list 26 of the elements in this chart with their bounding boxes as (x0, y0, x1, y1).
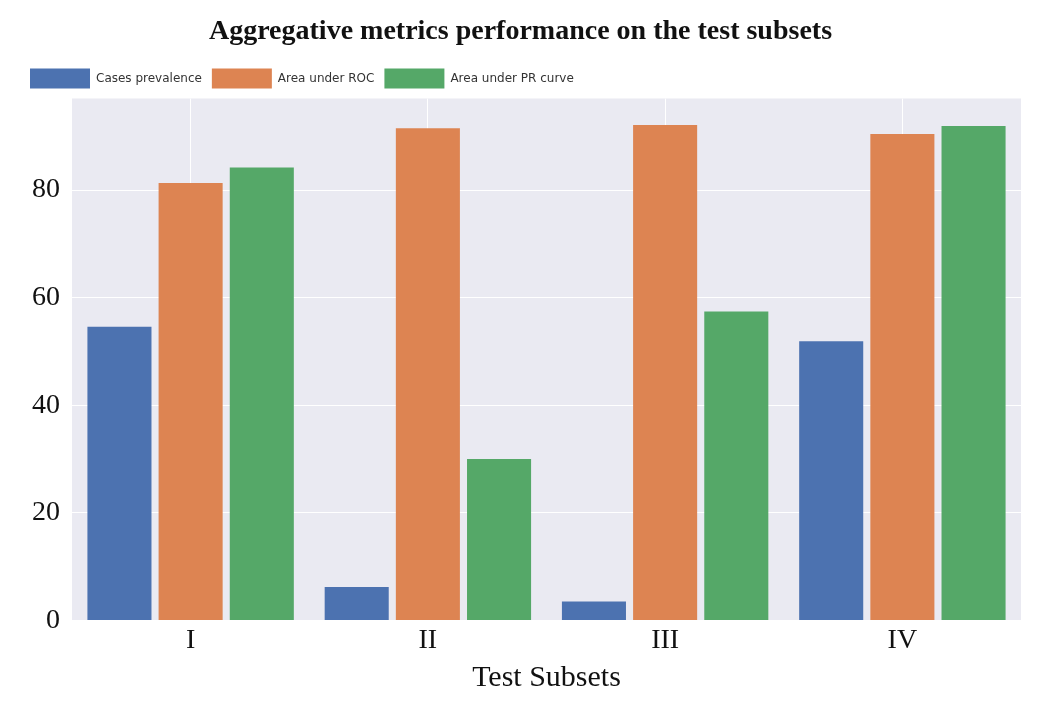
y-tick-label: 80 (32, 172, 60, 204)
x-axis-title: Test Subsets (472, 658, 621, 692)
x-tick-label: IV (887, 622, 918, 654)
bar (395, 128, 460, 620)
bar (704, 311, 769, 620)
bar (324, 587, 389, 620)
y-tick-label: 40 (32, 387, 60, 419)
legend-label: Cases prevalence (96, 70, 202, 85)
bar (158, 183, 223, 620)
bar (229, 167, 294, 620)
legend-label: Area under ROC (277, 70, 375, 85)
bar (633, 124, 698, 620)
x-tick-label: I (185, 622, 196, 654)
bar (561, 601, 626, 620)
y-tick-label: 60 (32, 280, 60, 311)
chart-title: Aggregative metrics performance on the test subsets (208, 14, 833, 46)
x-tick-label: III (651, 622, 680, 654)
bar (870, 134, 935, 620)
bar (87, 326, 152, 620)
bar (799, 341, 864, 620)
bar (467, 459, 532, 620)
y-tick-label: 0 (46, 602, 60, 634)
legend-label: Area under PR curve (450, 70, 574, 85)
y-tick-label: 20 (32, 495, 60, 527)
x-tick-label: II (418, 622, 438, 654)
bar (941, 126, 1006, 620)
